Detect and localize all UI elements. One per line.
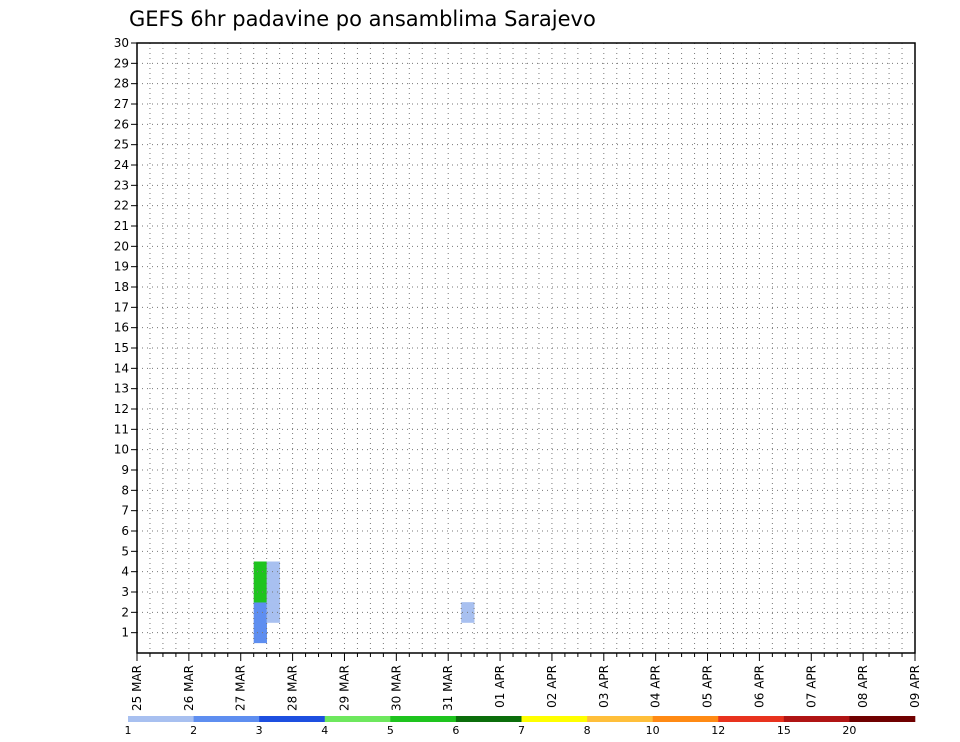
y-tick-label: 17 xyxy=(114,300,129,314)
x-tick-label: 09 APR xyxy=(908,665,922,708)
y-tick-label: 29 xyxy=(114,56,129,70)
y-tick-label: 10 xyxy=(114,443,129,457)
y-tick-label: 12 xyxy=(114,402,129,416)
colorbar-segment xyxy=(324,716,391,722)
y-tick-label: 9 xyxy=(121,463,129,477)
y-axis-ticks: 1234567891011121314151617181920212223242… xyxy=(114,36,137,640)
y-tick-label: 1 xyxy=(121,626,129,640)
y-tick-label: 30 xyxy=(114,36,129,50)
y-tick-label: 2 xyxy=(121,605,129,619)
y-tick-label: 14 xyxy=(114,361,129,375)
y-tick-label: 27 xyxy=(114,97,129,111)
colorbar-segment xyxy=(390,716,457,722)
colorbar-label: 15 xyxy=(777,724,791,737)
colorbar-label: 2 xyxy=(190,724,197,737)
colorbar-segment xyxy=(718,716,785,722)
colorbar-segment xyxy=(128,716,194,722)
y-tick-label: 26 xyxy=(114,117,129,131)
y-tick-label: 3 xyxy=(121,585,129,599)
colorbar-label: 12 xyxy=(711,724,725,737)
colorbar-label: 6 xyxy=(452,724,459,737)
y-tick-label: 13 xyxy=(114,382,129,396)
y-tick-label: 21 xyxy=(114,219,129,233)
colorbar-label: 8 xyxy=(584,724,591,737)
gridlines xyxy=(137,42,916,653)
y-tick-label: 28 xyxy=(114,77,129,91)
heatmap-cell xyxy=(253,602,267,623)
x-axis-ticks: 25 MAR 26 MAR 27 MAR 28 MAR 29 MAR 30 MAR 31 M… xyxy=(130,653,922,711)
heatmap-cell xyxy=(266,581,280,603)
x-tick-label: 27 MAR xyxy=(234,665,248,711)
y-tick-label: 7 xyxy=(121,504,129,518)
y-tick-label: 15 xyxy=(114,341,129,355)
y-tick-label: 22 xyxy=(114,199,129,213)
colorbar-label: 4 xyxy=(321,724,328,737)
x-tick-label: 07 APR xyxy=(804,665,818,708)
colorbar-segment xyxy=(783,716,850,722)
y-tick-label: 18 xyxy=(114,280,129,294)
colorbar-segment xyxy=(652,716,719,722)
colorbar-segment xyxy=(455,716,522,722)
y-tick-label: 6 xyxy=(121,524,129,538)
x-tick-label: 26 MAR xyxy=(182,665,196,711)
y-tick-label: 19 xyxy=(114,260,129,274)
heatmap-cell xyxy=(266,561,280,583)
colorbar-segment xyxy=(193,716,260,722)
heatmap-cell xyxy=(253,581,267,603)
x-tick-label: 05 APR xyxy=(701,665,715,708)
colorbar-label: 10 xyxy=(646,724,660,737)
x-tick-label: 01 APR xyxy=(493,665,507,708)
x-tick-label: 28 MAR xyxy=(286,665,300,711)
colorbar-segment xyxy=(849,716,916,722)
x-tick-label: 04 APR xyxy=(649,665,663,708)
y-tick-label: 20 xyxy=(114,239,129,253)
heatmap-cell xyxy=(253,561,267,583)
y-tick-label: 8 xyxy=(121,483,129,497)
x-tick-label: 08 APR xyxy=(856,665,870,708)
heatmap-cell xyxy=(253,622,267,644)
x-tick-label: 06 APR xyxy=(752,665,766,708)
colorbar-label: 5 xyxy=(387,724,394,737)
chart-title: GEFS 6hr padavine po ansamblima Sarajevo xyxy=(129,7,596,31)
colorbar-label: 1 xyxy=(125,724,132,737)
x-tick-label: 03 APR xyxy=(597,665,611,708)
x-tick-label: 29 MAR xyxy=(337,665,351,711)
y-tick-label: 16 xyxy=(114,321,129,335)
colorbar: 1 2 3 4 5 6 7 8 10 12 15 20 xyxy=(125,716,916,737)
colorbar-segment xyxy=(587,716,653,722)
y-tick-label: 11 xyxy=(114,422,129,436)
y-tick-label: 5 xyxy=(121,544,129,558)
y-tick-label: 23 xyxy=(114,178,129,192)
heatmap-cell xyxy=(266,602,280,623)
heatmap-cells xyxy=(253,561,475,644)
y-tick-label: 25 xyxy=(114,138,129,152)
colorbar-label: 7 xyxy=(518,724,525,737)
x-tick-label: 25 MAR xyxy=(130,665,144,711)
y-tick-label: 24 xyxy=(114,158,129,172)
colorbar-label: 20 xyxy=(842,724,856,737)
x-tick-label: 31 MAR xyxy=(441,665,455,711)
colorbar-segment xyxy=(259,716,326,722)
x-tick-label: 30 MAR xyxy=(389,665,403,711)
x-tick-label: 02 APR xyxy=(545,665,559,708)
y-tick-label: 4 xyxy=(121,565,129,579)
colorbar-segment xyxy=(521,716,588,722)
colorbar-label: 3 xyxy=(256,724,263,737)
